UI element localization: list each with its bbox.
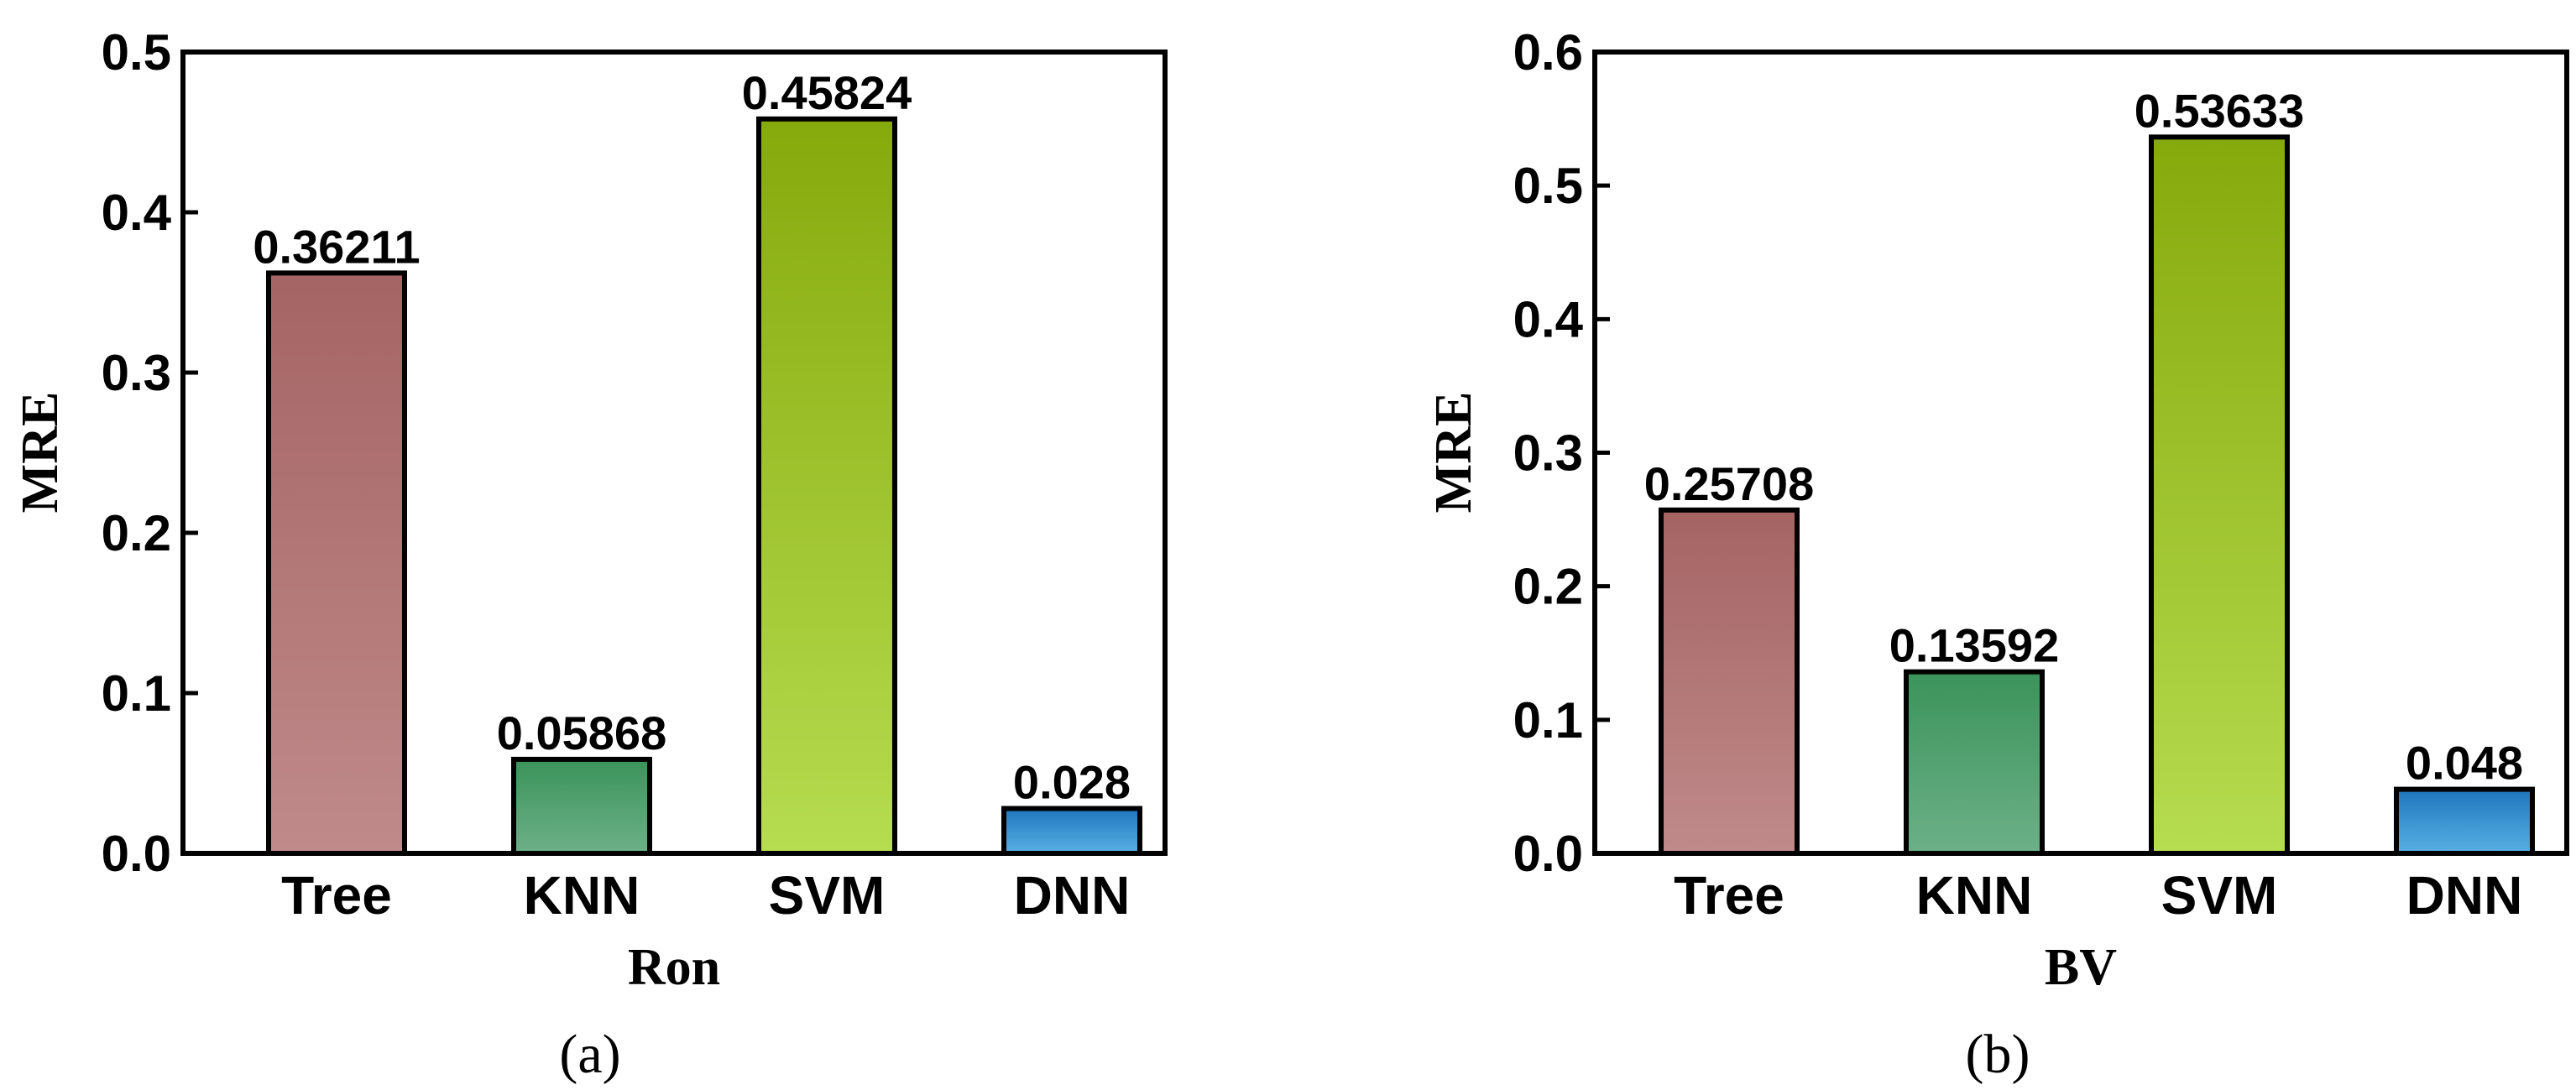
data-label-tree-b: 0.25708 [1644, 457, 1814, 510]
y-tick-label-a: 0.3 [102, 345, 171, 401]
data-label-knn-a: 0.05868 [497, 707, 666, 759]
x-tick-label-tree-a: Tree [281, 865, 392, 926]
y-axis-title-a: MRE [12, 392, 69, 514]
x-axis-title-a: Ron [628, 939, 720, 996]
y-tick-label-b: 0.3 [1513, 425, 1583, 482]
data-label-svm-b: 0.53633 [2134, 84, 2304, 137]
y-tick-label-b: 0.6 [1513, 24, 1583, 81]
data-label-dnn-b: 0.048 [2406, 737, 2523, 790]
x-tick-labels-b: Tree KNN SVM DNN [1674, 865, 2522, 926]
x-tick-labels-a: Tree KNN SVM DNN [281, 865, 1130, 926]
bar-dnn-a [1001, 806, 1142, 857]
panel-label-b: (b) [1966, 1024, 2030, 1085]
y-tick-label-a: 0.1 [102, 665, 171, 722]
panel-label-a: (a) [559, 1024, 620, 1085]
bar-svm-a [756, 116, 897, 856]
x-tick-label-knn-a: KNN [524, 865, 640, 926]
y-tick-label-a: 0.0 [102, 826, 171, 882]
data-label-tree-a: 0.36211 [253, 220, 420, 273]
data-label-svm-a: 0.45824 [742, 66, 912, 119]
data-label-dnn-a: 0.028 [1013, 756, 1131, 809]
bar-tree-a [266, 270, 407, 857]
y-tick-label-b: 0.0 [1513, 826, 1583, 882]
chart-panel-b: 0.0 0.1 0.2 0.3 0.4 0.5 0.6 0.25708 0.13592 0.53… [1425, 24, 2569, 1085]
bar-knn-b [1904, 669, 2045, 856]
bar-svm-b [2149, 134, 2290, 856]
x-tick-label-svm-b: SVM [2161, 865, 2278, 926]
x-tick-label-knn-b: KNN [1916, 865, 2033, 926]
plot-frame-a [180, 50, 1168, 856]
y-axis-title-b: MRE [1425, 392, 1482, 514]
x-tick-label-tree-b: Tree [1674, 865, 1784, 926]
y-tick-label-b: 0.4 [1513, 291, 1584, 347]
y-axis-ticks-a: 0.0 0.1 0.2 0.3 0.4 0.5 [102, 24, 198, 882]
y-axis-ticks-b: 0.0 0.1 0.2 0.3 0.4 0.5 0.6 [1513, 24, 1610, 882]
bar-knn-a [511, 756, 652, 856]
bar-tree-b [1659, 507, 1800, 856]
data-label-knn-b: 0.13592 [1889, 619, 2059, 672]
y-tick-label-a: 0.4 [102, 185, 172, 241]
x-axis-title-b: BV [2045, 939, 2117, 996]
y-tick-label-a: 0.5 [102, 24, 171, 81]
y-tick-label-a: 0.2 [102, 505, 171, 561]
y-tick-label-b: 0.2 [1513, 559, 1583, 615]
bars-a: 0.36211 0.05868 0.45824 0.028 [253, 66, 1142, 857]
x-tick-label-dnn-a: DNN [1014, 865, 1131, 926]
y-tick-label-b: 0.5 [1513, 158, 1583, 214]
x-tick-label-dnn-b: DNN [2406, 865, 2523, 926]
chart-panel-a: 0.0 0.1 0.2 0.3 0.4 0.5 0.36211 0.05868 0.45824… [12, 24, 1168, 1085]
bars-b: 0.25708 0.13592 0.53633 0.048 [1644, 84, 2535, 856]
y-tick-label-b: 0.1 [1513, 692, 1583, 748]
x-tick-label-svm-a: SVM [769, 865, 886, 926]
bar-dnn-b [2394, 786, 2535, 856]
